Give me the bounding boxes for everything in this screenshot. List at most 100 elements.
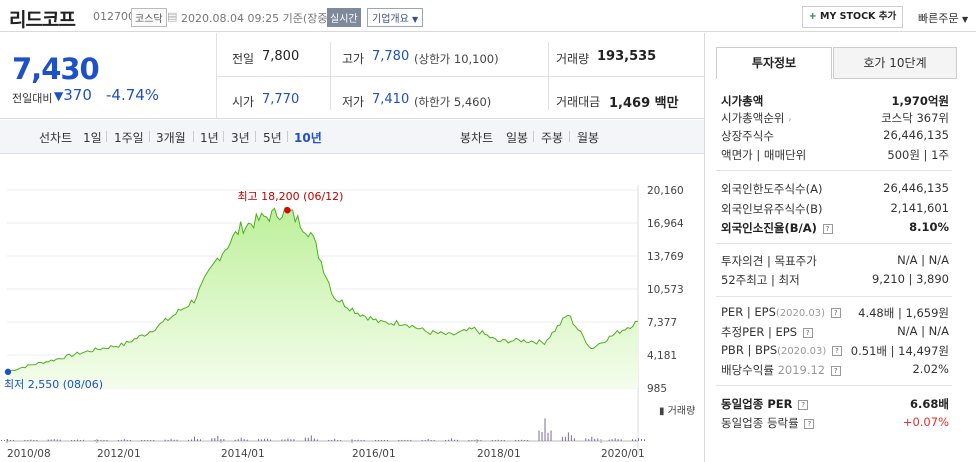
volume-bar <box>641 439 642 441</box>
help-icon[interactable]: ? <box>831 345 842 356</box>
volume-bar <box>80 440 82 441</box>
volume-bar <box>36 440 38 441</box>
help-icon[interactable]: ? <box>822 223 833 234</box>
calendar-icon: ▤ <box>167 10 178 23</box>
volume-bar <box>427 439 429 441</box>
volume-bar <box>518 440 520 441</box>
divider <box>716 296 952 297</box>
volume-bar <box>401 440 403 441</box>
chevron-down-icon: ▼ <box>412 15 419 24</box>
volume-bar <box>638 438 639 441</box>
y-tick-label: 7,377 <box>647 317 677 329</box>
help-icon[interactable]: ? <box>830 307 841 318</box>
volume-bar <box>340 440 342 441</box>
foreign-hold-value: 2,141,601 <box>890 201 949 215</box>
tab-3m[interactable]: 3개월 <box>156 131 186 145</box>
tab-1w[interactable]: 1주일 <box>114 131 144 145</box>
volume-bar <box>404 440 406 441</box>
per-label: PER | EPS(2020.03) ? <box>721 305 841 319</box>
volume-bar <box>494 440 496 441</box>
help-icon[interactable]: ? <box>804 418 815 429</box>
help-icon[interactable]: ? <box>798 399 809 410</box>
candle-chart-label: 봉차트 <box>460 131 494 145</box>
est-per-label: 추정PER | EPS ? <box>721 324 813 340</box>
volume-bar <box>561 436 563 441</box>
volume-bar <box>30 439 32 441</box>
price-change: ▼370 <box>54 86 92 104</box>
market-cap-label: 시가총액 <box>721 94 764 108</box>
volume-bar <box>240 437 242 441</box>
volume-bar <box>176 439 178 441</box>
par-value: 500원 | 1주 <box>887 148 949 162</box>
open-value: 7,770 <box>262 92 300 107</box>
volume-bar <box>50 439 52 441</box>
rank-value: 코스닥 367위 <box>881 111 949 125</box>
plus-icon: + <box>808 11 817 22</box>
high-marker <box>284 207 291 214</box>
stock-header <box>0 0 976 32</box>
divider <box>223 131 224 142</box>
lower-limit: (하한가 5,460) <box>414 95 492 109</box>
volume-bar <box>7 439 8 441</box>
volume-bar <box>281 439 283 441</box>
prev-compare-label: 전일대비 <box>12 92 53 105</box>
tab-1y[interactable]: 1년 <box>200 131 219 145</box>
dividend-value: 2.02% <box>912 362 949 376</box>
tab-3y[interactable]: 3년 <box>231 131 250 145</box>
industry-rate-value: +0.07% <box>902 415 949 429</box>
volume-value: 193,535 <box>597 49 657 64</box>
volume-bar <box>635 439 636 441</box>
volume-bar <box>597 438 599 441</box>
volume-bar <box>217 435 219 441</box>
w52-value: 9,210 | 3,890 <box>871 272 949 286</box>
quick-order-link[interactable]: 빠른주문 ▼ <box>918 10 968 26</box>
y-tick-label: 20,160 <box>647 185 684 197</box>
foreign-hold-label: 외국인보유주식수(B) <box>721 202 823 216</box>
volume-bar <box>468 440 470 441</box>
divider <box>216 76 704 77</box>
volume-bar <box>524 440 526 441</box>
tab-daily[interactable]: 일봉 <box>506 131 529 145</box>
realtime-button[interactable]: 실시간 <box>327 8 361 27</box>
volume-bar <box>290 439 292 441</box>
opinion-label: 투자의견 | 목표주가 <box>721 254 817 268</box>
company-info-dropdown[interactable]: 기업개요 ▼ <box>367 8 424 27</box>
industry-per-value: 6.68배 <box>910 397 949 411</box>
industry-per-label: 동일업종 PER ? <box>721 396 809 412</box>
tab-investment-info[interactable]: 투자정보 <box>716 47 832 79</box>
volume-bar <box>310 435 312 441</box>
rank-label[interactable]: 시가총액순위 › <box>721 111 792 125</box>
volume-bar <box>386 440 388 441</box>
market-cap-value: 1,970억원 <box>891 94 949 108</box>
amount-label: 거래대금 <box>556 95 601 109</box>
tab-weekly[interactable]: 주봉 <box>541 131 564 145</box>
my-stock-add-button[interactable]: + MY STOCK 추가 <box>802 6 903 28</box>
volume-bar <box>421 440 423 441</box>
tab-5y[interactable]: 5년 <box>263 131 282 145</box>
low-label: 최저 2,550 (08/06) <box>4 378 103 391</box>
tab-monthly[interactable]: 월봉 <box>577 131 600 145</box>
tab-quote-10[interactable]: 호가 10단계 <box>833 47 957 79</box>
help-icon[interactable]: ? <box>830 365 841 376</box>
y-tick-label: 10,573 <box>647 284 684 296</box>
volume-bar <box>457 439 459 441</box>
chevron-right-icon: › <box>788 115 792 124</box>
prev-close-label: 전일 <box>232 52 255 66</box>
volume-bar <box>410 440 412 441</box>
volume-bar <box>53 438 55 441</box>
volume-bar <box>59 439 61 441</box>
volume-bar <box>246 439 248 441</box>
tab-1d[interactable]: 1일 <box>83 131 102 145</box>
info-panel <box>704 33 976 462</box>
price-change-pct: -4.74% <box>106 86 160 104</box>
tab-10y[interactable]: 10년 <box>294 131 322 145</box>
volume-bar <box>147 440 149 441</box>
high-value: 7,780 <box>372 49 410 64</box>
low-marker <box>4 368 12 376</box>
volume-bar <box>374 440 376 441</box>
volume-bar <box>170 438 172 441</box>
volume-bar <box>351 440 353 441</box>
volume-bar <box>614 438 616 441</box>
help-icon[interactable]: ? <box>802 327 813 338</box>
volume-bar <box>570 435 572 441</box>
